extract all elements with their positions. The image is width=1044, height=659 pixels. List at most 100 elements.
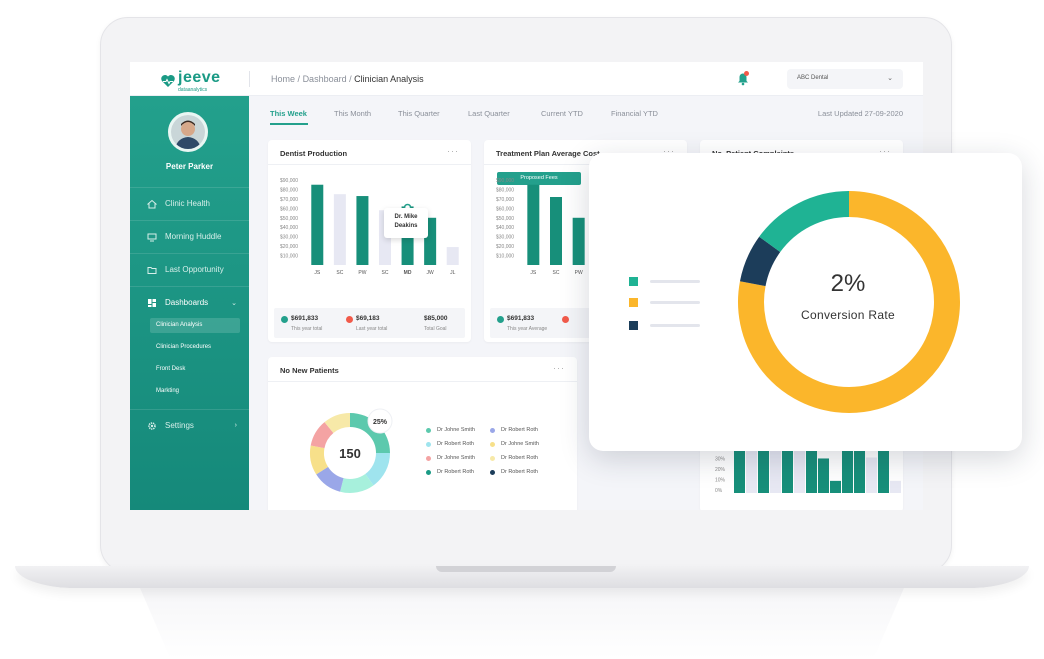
bar[interactable]	[758, 448, 769, 493]
heart-logo-icon	[161, 75, 175, 87]
more-icon[interactable]: ···	[553, 363, 565, 373]
more-icon[interactable]: ···	[879, 146, 891, 156]
y-tick-label: $20,000	[496, 244, 514, 250]
bar[interactable]	[550, 197, 562, 265]
donut-slice[interactable]	[340, 473, 374, 493]
y-tick-label: $70,000	[280, 197, 298, 203]
sidebar-item-label: Settings	[165, 421, 194, 430]
summary-value: $691,833	[291, 315, 319, 322]
avatar[interactable]	[168, 112, 208, 152]
sidebar-item-last-opportunity[interactable]: Last Opportunity	[130, 253, 249, 285]
donut-slice[interactable]	[738, 191, 960, 413]
bar[interactable]	[842, 451, 853, 493]
bar[interactable]	[890, 480, 901, 493]
sidebar-item-settings[interactable]: Settings ›	[130, 409, 249, 441]
legend-item: Dr Johne Smith	[426, 427, 475, 433]
legend-row	[629, 298, 700, 307]
donut-slice[interactable]	[759, 191, 850, 253]
y-tick-label: $90,000	[496, 178, 514, 184]
bar[interactable]	[356, 196, 369, 265]
bar[interactable]	[527, 184, 540, 265]
donut-slice[interactable]	[739, 236, 781, 287]
donut-slice[interactable]	[310, 422, 334, 449]
summary-label: This year total	[291, 326, 323, 332]
sidebar-item-clinic-health[interactable]: Clinic Health	[130, 187, 249, 219]
card-divider	[268, 164, 471, 165]
sidebar-subitem-front-desk[interactable]: Front Desk	[156, 366, 186, 372]
summary-strip: $691,833 This year total $69,183 Last ye…	[274, 308, 465, 338]
user-name: Peter Parker	[165, 162, 214, 171]
x-tick-label: PW	[575, 270, 583, 276]
tab-financial-ytd[interactable]: Financial YTD	[611, 109, 658, 118]
y-tick-label: 20%	[715, 467, 726, 473]
tab-last-quarter[interactable]: Last Quarter	[468, 109, 510, 118]
legend-dot	[426, 455, 431, 461]
tab-this-month[interactable]: This Month	[334, 109, 372, 118]
donut-badge: 25%	[373, 419, 388, 426]
y-tick-label: $90,000	[280, 178, 298, 184]
bar[interactable]	[333, 194, 346, 265]
sidebar-item-dashboards[interactable]: Dashboards ⌄	[130, 286, 249, 318]
bar[interactable]	[311, 184, 324, 265]
y-tick-label: $40,000	[280, 225, 298, 231]
legend-dot	[426, 441, 431, 447]
y-tick-label: $10,000	[496, 254, 514, 260]
donut-slice[interactable]	[324, 413, 351, 434]
bar[interactable]	[734, 448, 745, 493]
bar[interactable]	[770, 448, 781, 493]
x-tick-label: MD	[404, 270, 412, 276]
sidebar-subitem-clinician-procedures[interactable]: Clinician Procedures	[156, 344, 212, 350]
x-tick-label: SC	[336, 270, 343, 276]
sidebar-item-morning-huddle[interactable]: Morning Huddle	[130, 220, 249, 252]
legend-label: Dr Johne Smith	[437, 427, 475, 433]
logo[interactable]: jeeve dataanalytics	[160, 69, 221, 93]
bar[interactable]	[830, 480, 841, 493]
donut-slice[interactable]	[310, 445, 329, 475]
card-title: No New Patients	[280, 366, 339, 375]
donut-slice[interactable]	[364, 452, 390, 486]
bar[interactable]	[806, 448, 817, 493]
donut-slice[interactable]	[316, 466, 344, 492]
breadcrumb: Home / Dashboard / Clinician Analysis	[271, 74, 424, 84]
legend-label: Dr Robert Roth	[437, 441, 474, 447]
legend-dot	[490, 469, 495, 475]
bar[interactable]	[782, 448, 793, 493]
card-title: Dentist Production	[280, 149, 348, 158]
chart-tooltip: Dr. Mike Deakins	[384, 208, 428, 238]
x-tick-label: JW	[427, 270, 435, 276]
new-patients-donut: 150 25%	[310, 408, 393, 493]
tab-current-ytd[interactable]: Current YTD	[541, 109, 583, 118]
folder-icon	[147, 266, 157, 274]
bar[interactable]	[818, 458, 829, 493]
legend-dot	[490, 427, 495, 433]
tab-this-quarter[interactable]: This Quarter	[398, 109, 440, 118]
clinic-select[interactable]: ABC Dental ⌄	[787, 69, 903, 89]
legend-label: Dr Johne Smith	[501, 441, 539, 447]
tab-this-week[interactable]: This Week	[270, 109, 307, 118]
chevron-down-icon: ⌄	[887, 75, 893, 82]
laptop-base	[15, 566, 1029, 588]
bar[interactable]	[854, 448, 865, 493]
bar[interactable]	[572, 217, 585, 265]
legend-dot	[490, 441, 495, 447]
bar[interactable]	[746, 448, 757, 493]
more-icon[interactable]: ···	[447, 146, 459, 156]
y-tick-label: $80,000	[280, 187, 298, 193]
proposed-fees-button[interactable]: Proposed Fees	[497, 172, 581, 185]
sidebar-subitem-markting[interactable]: Markting	[156, 388, 180, 394]
down-arrow-icon	[346, 316, 353, 323]
legend-line	[650, 324, 700, 327]
breadcrumb-dashboard[interactable]: Dashboard	[302, 74, 347, 84]
sidebar-item-label: Morning Huddle	[165, 232, 222, 241]
breadcrumb-home[interactable]: Home	[271, 74, 296, 84]
sidebar-item-label: Clinic Health	[165, 199, 210, 208]
more-icon[interactable]: ···	[663, 146, 675, 156]
bar[interactable]	[878, 448, 889, 493]
bar[interactable]	[866, 457, 877, 493]
chevron-right-icon: ›	[234, 422, 237, 429]
bar[interactable]	[794, 448, 805, 493]
bar[interactable]	[446, 247, 459, 265]
last-updated: Last Updated 27-09-2020	[817, 109, 903, 118]
breadcrumb-sep: /	[349, 74, 352, 84]
sidebar-subitem-clinician-analysis[interactable]: Clinician Analysis	[150, 318, 240, 333]
